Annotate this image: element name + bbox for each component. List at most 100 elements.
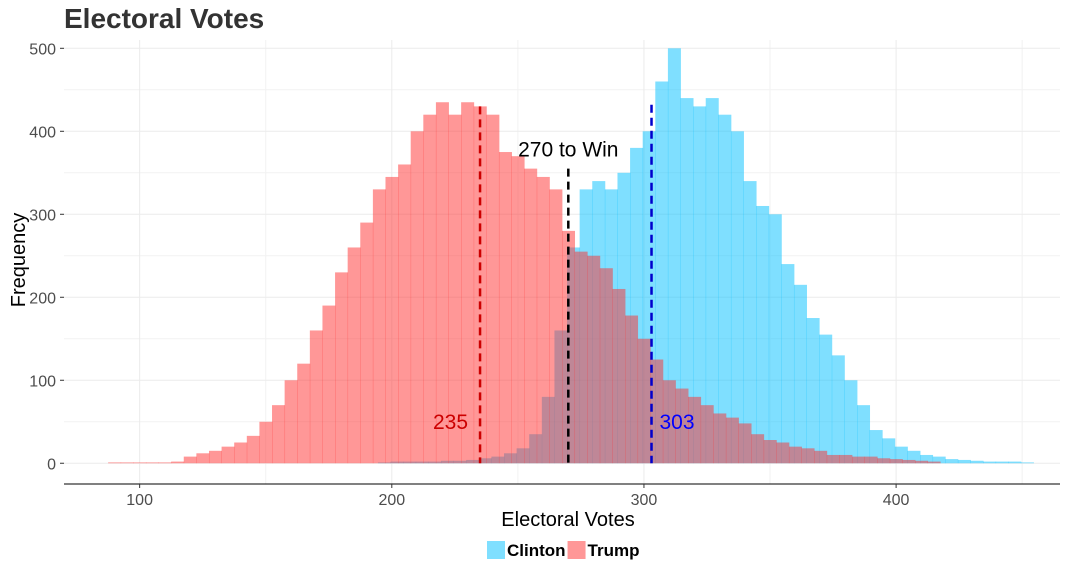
bar-trump — [587, 255, 601, 464]
bar-clinton — [945, 459, 959, 464]
bar-clinton — [920, 454, 934, 464]
bar-clinton — [844, 380, 858, 464]
bar-trump — [637, 338, 651, 464]
bar-trump — [536, 176, 550, 464]
x-axis-title: Electoral Votes — [501, 509, 634, 531]
bar-trump — [562, 230, 576, 464]
bar-trump — [889, 459, 903, 464]
bar-trump — [259, 421, 273, 464]
bar-trump — [662, 380, 676, 464]
bar-trump — [524, 168, 538, 464]
bar-trump — [713, 413, 727, 464]
bar-trump — [511, 156, 525, 464]
bar-trump — [927, 461, 941, 464]
y-tick-label: 300 — [29, 207, 56, 224]
bar-trump — [208, 450, 222, 464]
bar-trump — [234, 442, 248, 464]
bar-clinton — [995, 461, 1009, 464]
bar-clinton — [1008, 461, 1022, 464]
bar-trump — [675, 388, 689, 464]
bar-clinton — [756, 205, 770, 464]
bar-trump — [145, 462, 159, 464]
bar-trump — [246, 435, 260, 464]
bar-trump — [864, 456, 878, 464]
annotation-270: 270 to Win — [518, 139, 618, 162]
annotation-235: 235 — [433, 411, 468, 434]
bar-trump — [801, 448, 815, 464]
bar-clinton — [793, 284, 807, 464]
bar-trump — [650, 359, 664, 464]
x-tick-label: 100 — [126, 492, 153, 509]
y-tick-label: 400 — [29, 124, 56, 141]
bar-clinton — [831, 355, 845, 464]
bar-clinton — [768, 214, 782, 464]
bar-trump — [448, 114, 462, 464]
bar-trump — [751, 434, 765, 464]
reference-lines: 235 270 to Win 303 — [433, 104, 695, 464]
annotation-303: 303 — [660, 411, 695, 434]
bar-trump — [284, 380, 298, 464]
bar-trump — [183, 456, 197, 464]
bar-trump — [486, 114, 500, 464]
legend-label-trump: Trump — [588, 541, 640, 560]
bar-trump — [335, 272, 349, 464]
bar-trump — [221, 446, 235, 464]
bar-trump — [272, 405, 286, 464]
bar-trump — [877, 458, 891, 464]
bar-trump — [498, 152, 512, 464]
bar-trump — [763, 440, 777, 464]
chart-title: Electoral Votes — [64, 3, 264, 34]
bar-trump — [158, 462, 172, 464]
bar-trump — [372, 189, 386, 464]
y-tick-label: 100 — [29, 373, 56, 390]
bar-trump — [120, 462, 134, 464]
y-tick-label: 0 — [47, 456, 56, 473]
bar-trump — [725, 417, 739, 464]
x-tick-label: 300 — [631, 492, 658, 509]
bar-clinton — [705, 98, 719, 464]
bar-trump — [788, 446, 802, 464]
bar-clinton — [781, 264, 795, 464]
bar-trump — [839, 454, 853, 464]
bar-clinton — [882, 438, 896, 464]
bar-trump — [473, 106, 487, 464]
y-tick-label: 200 — [29, 290, 56, 307]
bar-trump — [398, 164, 412, 464]
bar-clinton — [806, 318, 820, 464]
x-tick-label: 400 — [883, 492, 910, 509]
bar-clinton — [819, 334, 833, 464]
bars — [108, 48, 1034, 464]
bar-clinton — [869, 430, 883, 464]
y-tick-label: 500 — [29, 41, 56, 58]
bar-trump — [196, 453, 210, 464]
bar-clinton — [970, 460, 984, 464]
bar-trump — [435, 102, 449, 464]
bar-trump — [826, 454, 840, 464]
legend-label-clinton: Clinton — [507, 541, 566, 560]
bar-clinton — [983, 461, 997, 464]
bar-clinton — [957, 459, 971, 464]
bar-trump — [322, 305, 336, 464]
legend: Clinton Trump — [487, 541, 640, 560]
bar-trump — [108, 462, 122, 464]
legend-key-clinton — [487, 541, 505, 559]
bar-trump — [599, 268, 613, 464]
bar-clinton — [730, 131, 744, 464]
bar-trump — [360, 222, 374, 464]
bar-trump — [297, 363, 311, 464]
bar-trump — [612, 288, 626, 464]
tick-labels: 100 200 300 400 0 100 200 300 400 500 — [29, 41, 909, 509]
bar-trump — [385, 176, 399, 464]
bar-trump — [738, 423, 752, 464]
bar-trump — [549, 189, 563, 464]
bar-trump — [171, 461, 185, 464]
bar-trump — [410, 131, 424, 464]
bar-clinton — [857, 405, 871, 464]
bar-clinton — [743, 181, 757, 464]
x-tick-label: 200 — [378, 492, 405, 509]
bar-trump — [776, 442, 790, 464]
legend-key-trump — [567, 541, 586, 559]
bar-trump — [309, 330, 323, 464]
bar-trump — [688, 396, 702, 464]
